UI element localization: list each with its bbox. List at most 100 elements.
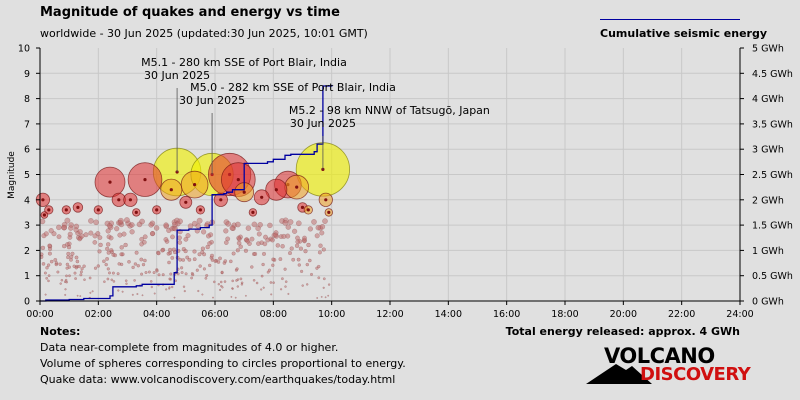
small-quake-dot bbox=[218, 256, 222, 261]
small-quake-dot bbox=[250, 265, 254, 269]
small-quake-dot bbox=[297, 263, 301, 267]
small-quake-dot bbox=[103, 280, 106, 284]
legend-label: Cumulative seismic energy bbox=[600, 27, 768, 40]
small-quake-dot bbox=[255, 281, 259, 285]
small-quake-dot bbox=[169, 272, 173, 276]
small-quake-dot bbox=[75, 259, 80, 264]
small-quake-dot bbox=[213, 259, 218, 263]
y2-tick-label: 1 GWh bbox=[752, 246, 784, 257]
small-quake-dot bbox=[67, 265, 72, 269]
x-tick-label: 24:00 bbox=[726, 309, 753, 320]
small-quake-dot bbox=[65, 274, 68, 278]
small-quake-dot bbox=[183, 290, 186, 293]
small-quake-dot bbox=[111, 271, 115, 275]
small-quake-dot bbox=[67, 231, 73, 237]
small-quake-dot bbox=[236, 235, 242, 241]
small-quake-dot bbox=[73, 271, 77, 275]
small-quake-dot bbox=[139, 218, 145, 225]
small-quake-dot bbox=[148, 222, 154, 228]
small-quake-dot bbox=[58, 262, 62, 266]
small-quake-dot bbox=[43, 231, 49, 237]
small-quake-dot bbox=[47, 251, 52, 256]
small-quake-dot bbox=[216, 260, 221, 264]
small-quake-dot bbox=[271, 263, 275, 267]
y2-tick-label: 4 GWh bbox=[752, 94, 784, 105]
small-quake-dot bbox=[322, 286, 325, 289]
x-tick-label: 00:00 bbox=[26, 309, 53, 320]
small-quake-dot bbox=[68, 274, 71, 278]
small-quake-dot bbox=[129, 229, 135, 235]
small-quake-dot bbox=[59, 282, 62, 285]
small-quake-dot bbox=[252, 278, 256, 282]
small-quake-dot bbox=[150, 285, 154, 289]
small-quake-dot bbox=[119, 262, 124, 267]
small-quake-dot bbox=[153, 225, 160, 231]
y-tick-label: 0 bbox=[24, 297, 30, 308]
small-quake-dot bbox=[147, 270, 151, 274]
y2-tick-label: 2.5 GWh bbox=[752, 170, 793, 181]
small-quake-dot bbox=[267, 268, 272, 272]
small-quake-dot bbox=[236, 285, 240, 288]
small-quake-dot bbox=[282, 220, 289, 226]
small-quake-dot bbox=[303, 249, 308, 254]
small-quake-dot bbox=[307, 258, 312, 263]
small-quake-dot bbox=[198, 264, 202, 268]
quake-center-dot bbox=[117, 198, 121, 202]
small-quake-dot bbox=[69, 254, 74, 259]
small-quake-dot bbox=[129, 222, 135, 228]
small-quake-dot bbox=[262, 286, 265, 289]
small-quake-dot bbox=[192, 249, 197, 254]
small-quake-dot bbox=[114, 226, 120, 232]
annotation-date: 30 Jun 2025 bbox=[290, 117, 356, 130]
small-quake-dot bbox=[205, 244, 210, 250]
small-quake-dot bbox=[117, 232, 123, 238]
small-quake-dot bbox=[267, 222, 273, 229]
small-quake-dot bbox=[110, 278, 114, 282]
small-quake-dot bbox=[260, 274, 264, 278]
small-quake-dot bbox=[310, 272, 314, 276]
small-quake-dot bbox=[107, 271, 111, 275]
small-quake-dot bbox=[315, 224, 321, 231]
small-quake-dot bbox=[288, 251, 293, 256]
annotation-label: M5.1 - 280 km SSE of Port Blair, India bbox=[141, 56, 347, 69]
small-quake-dot bbox=[92, 240, 98, 245]
small-quake-dot bbox=[229, 225, 236, 231]
small-quake-dot bbox=[249, 236, 255, 242]
small-quake-dot bbox=[170, 234, 175, 240]
small-quake-dot bbox=[165, 288, 168, 291]
small-quake-dot bbox=[160, 248, 165, 253]
small-quake-dot bbox=[306, 283, 309, 286]
small-quake-dot bbox=[173, 296, 176, 299]
small-quake-dot bbox=[106, 250, 111, 255]
small-quake-dot bbox=[47, 279, 50, 283]
small-quake-dot bbox=[212, 280, 216, 284]
small-quake-dot bbox=[209, 253, 214, 258]
small-quake-dot bbox=[200, 250, 205, 255]
small-quake-dot bbox=[119, 245, 124, 250]
small-quake-dot bbox=[133, 279, 136, 282]
small-quake-dot bbox=[322, 277, 326, 281]
quake-center-dot bbox=[193, 183, 197, 187]
small-quake-dot bbox=[183, 249, 188, 254]
quake-center-dot bbox=[76, 205, 80, 209]
small-quake-dot bbox=[190, 276, 194, 280]
small-quake-dot bbox=[225, 221, 231, 227]
small-quake-dot bbox=[269, 281, 273, 284]
small-quake-dot bbox=[161, 273, 165, 277]
small-quake-dot bbox=[66, 255, 70, 260]
small-quake-dot bbox=[231, 287, 234, 290]
small-quake-dot bbox=[271, 257, 276, 262]
small-quake-dot bbox=[256, 231, 262, 237]
small-quake-dot bbox=[324, 296, 327, 299]
small-quake-dot bbox=[168, 247, 173, 252]
small-quake-dot bbox=[167, 260, 171, 265]
small-quake-dot bbox=[280, 277, 284, 281]
small-quake-dot bbox=[45, 276, 49, 280]
y-tick-label: 1 bbox=[24, 271, 30, 282]
small-quake-dot bbox=[77, 229, 83, 235]
annotation-date: 30 Jun 2025 bbox=[179, 94, 245, 107]
small-quake-dot bbox=[144, 271, 148, 275]
y2-tick-label: 0 GWh bbox=[752, 297, 784, 308]
small-quake-dot bbox=[47, 274, 51, 278]
small-quake-dot bbox=[295, 239, 301, 245]
